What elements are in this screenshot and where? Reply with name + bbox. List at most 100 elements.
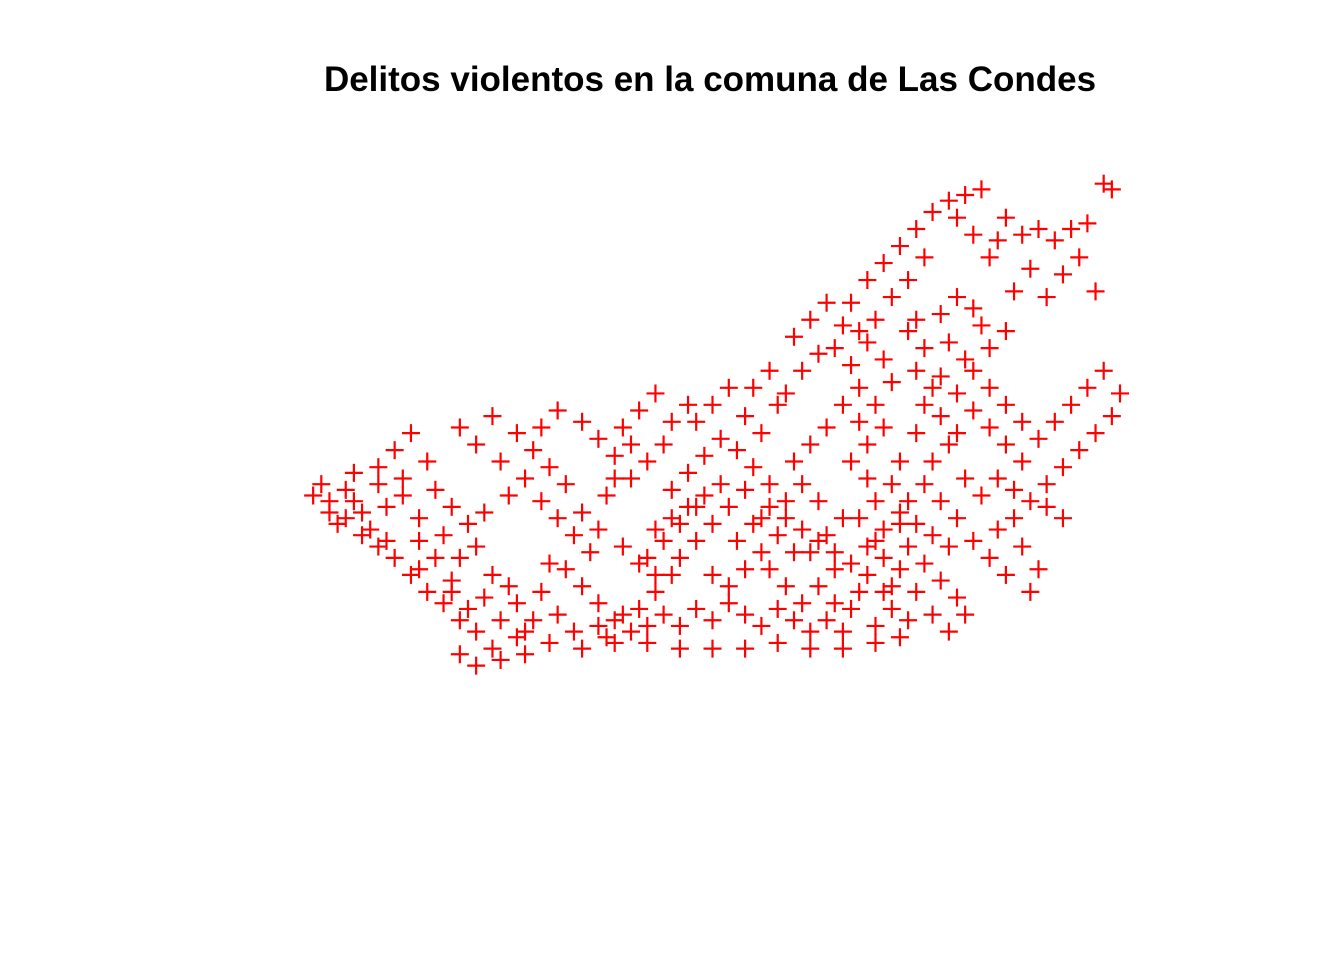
data-point [687,531,706,550]
data-point [964,225,983,244]
data-point [450,418,469,437]
data-point [483,565,502,584]
data-point [1102,407,1121,426]
data-point [1005,480,1024,499]
data-point [605,446,624,465]
data-point [393,469,412,488]
data-point [988,469,1007,488]
data-point [401,424,420,443]
data-point [687,599,706,618]
data-point [442,582,461,601]
data-point [467,435,486,454]
data-point [507,628,526,647]
data-point [727,531,746,550]
data-point [825,543,844,562]
data-point [695,486,714,505]
data-point [858,435,877,454]
data-point [736,560,755,579]
data-point [801,435,820,454]
data-point [491,452,510,471]
data-point [1078,214,1097,233]
data-point [752,616,771,635]
data-point [613,537,632,556]
data-point [793,594,812,613]
data-point [817,293,836,312]
data-point [1053,458,1072,477]
data-point [564,526,583,545]
data-point [736,407,755,426]
data-point [597,486,616,505]
data-point [972,486,991,505]
data-point [336,480,355,499]
data-point [915,395,934,414]
data-point [1102,180,1121,199]
data-point [980,548,999,567]
data-point [589,429,608,448]
data-point [410,560,429,579]
data-point [507,594,526,613]
data-point [556,560,575,579]
data-point [719,577,738,596]
data-point [948,588,966,607]
data-point [1005,282,1024,301]
data-point [956,605,975,624]
data-point [915,248,934,267]
data-point [450,611,469,630]
data-point [858,565,877,584]
data-point [573,577,592,596]
data-point [564,622,583,641]
data-point [874,254,893,273]
data-point [353,526,372,545]
data-point [939,537,958,556]
data-point [842,293,861,312]
data-point [573,412,592,431]
data-point [475,503,494,522]
data-point [377,531,396,550]
data-point [744,378,763,397]
data-point [988,520,1007,539]
data-point [524,611,543,630]
data-point [1013,537,1032,556]
data-point [768,599,787,618]
data-point [882,475,901,494]
data-point [744,458,763,477]
data-point [1086,282,1105,301]
data-point [638,452,657,471]
data-point [874,548,893,567]
data-point [785,327,803,346]
data-point [874,520,893,539]
data-point [858,537,877,556]
data-point [1005,509,1024,528]
data-point [719,378,738,397]
data-point [907,514,926,533]
data-point [890,560,909,579]
data-point [842,554,861,573]
data-point [524,441,543,460]
data-point [817,611,836,630]
data-point [369,458,388,477]
data-point [907,424,926,443]
data-point [752,543,771,562]
data-point [939,435,958,454]
data-point [964,361,983,380]
data-point [483,407,502,426]
data-point [809,577,828,596]
data-point [662,509,681,528]
data-point [833,395,852,414]
data-point [532,492,551,511]
data-point [304,486,323,505]
data-point [809,531,828,550]
data-point [646,582,665,601]
data-point [923,526,942,545]
data-point [393,486,412,505]
data-point [1062,220,1081,239]
data-point [353,503,372,522]
data-point [1094,361,1113,380]
data-point [948,208,966,227]
data-point [703,565,722,584]
data-point [1045,231,1064,250]
data-point [899,322,918,341]
data-point [899,537,918,556]
data-point [467,622,486,641]
data-point [858,333,877,352]
